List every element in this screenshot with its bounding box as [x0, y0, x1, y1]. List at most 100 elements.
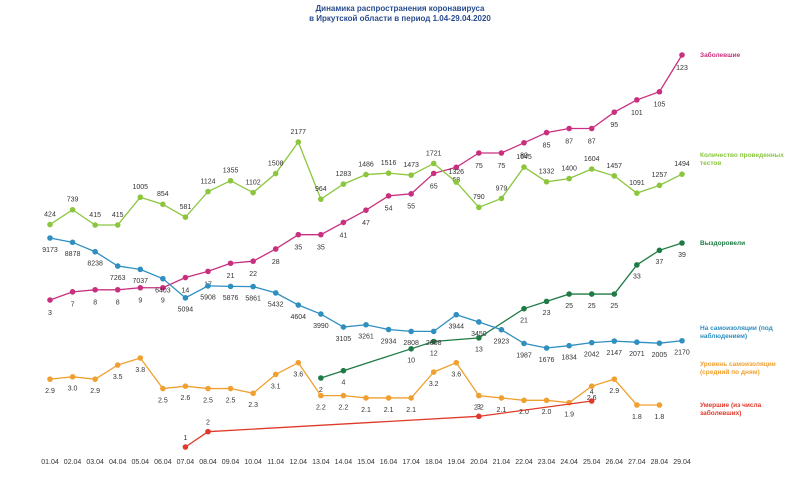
data-label: 2.9 [45, 388, 55, 395]
point [430, 338, 437, 345]
point [521, 305, 527, 312]
point [430, 160, 437, 167]
x-tick-label: 26.04 [606, 459, 624, 466]
x-tick-label: 12.04 [290, 459, 308, 466]
point [137, 284, 144, 291]
point [250, 189, 256, 196]
data-label: 75 [498, 163, 506, 170]
point [656, 340, 663, 346]
point [318, 196, 324, 202]
data-label: 21 [520, 318, 528, 325]
point [182, 383, 189, 390]
point [250, 258, 256, 265]
data-label: 2.2 [316, 404, 326, 411]
data-label: 2.2 [339, 404, 349, 411]
data-label: 1.8 [632, 414, 642, 421]
data-label: 1400 [561, 165, 577, 172]
point [543, 397, 550, 404]
data-label: 25 [588, 303, 596, 310]
point [250, 390, 256, 397]
series-line [49, 357, 660, 406]
point [408, 395, 414, 401]
data-label: 2.5 [158, 397, 168, 404]
data-label: 581 [180, 204, 192, 211]
data-label: 2808 [403, 340, 419, 347]
point [408, 346, 414, 352]
point [611, 173, 618, 179]
data-label: 424 [44, 211, 56, 218]
series-line [185, 400, 592, 448]
point [205, 283, 211, 289]
data-label: 39 [678, 252, 686, 259]
data-label: 1.8 [655, 414, 665, 421]
data-label: 1604 [584, 156, 600, 163]
data-label: 1 [183, 435, 187, 442]
legend-label: Заболевшие [700, 52, 741, 59]
data-label: 3.0 [68, 386, 78, 393]
x-tick-label: 16.04 [380, 459, 398, 466]
x-tick-label: 20.04 [470, 459, 488, 466]
x-tick-label: 18.04 [425, 459, 443, 466]
data-label: 7 [71, 302, 75, 309]
point [363, 207, 369, 213]
point [611, 291, 618, 297]
series-line [320, 242, 683, 379]
point [453, 359, 460, 366]
data-label: 1473 [403, 162, 419, 169]
point [656, 247, 663, 254]
point [205, 188, 211, 195]
data-label: 28 [272, 259, 280, 266]
x-tick-label: 13.04 [312, 459, 330, 466]
series-line [49, 237, 683, 349]
legend-label: На самоизоляции (под наблюдением) [700, 325, 773, 340]
data-label: 3.1 [271, 383, 281, 390]
point [114, 286, 121, 293]
data-label: 1124 [200, 178, 215, 185]
data-label: 1.9 [564, 411, 574, 418]
point [160, 201, 166, 208]
point [340, 219, 347, 226]
point [295, 231, 302, 238]
data-label: 3261 [358, 334, 374, 341]
point [634, 190, 640, 196]
point [182, 444, 189, 450]
data-label: 5432 [268, 302, 284, 309]
point [182, 274, 189, 281]
x-tick-label: 07.04 [177, 459, 195, 466]
point [566, 175, 572, 182]
data-label: 2.2 [474, 404, 484, 411]
data-label: 2808 [426, 340, 442, 347]
data-label: 95 [610, 122, 618, 129]
point [543, 345, 550, 351]
point [430, 369, 437, 375]
data-label: 1005 [132, 184, 148, 191]
point [588, 398, 595, 404]
data-label: 2934 [381, 338, 397, 345]
data-label: 979 [496, 185, 508, 192]
x-tick-label: 03.04 [86, 459, 104, 466]
data-label: 2.6 [181, 395, 191, 402]
data-label: 2 [319, 387, 323, 394]
point [69, 206, 76, 213]
point [114, 222, 121, 228]
point [430, 328, 437, 335]
point [588, 291, 595, 297]
chart-title: Динамика распространения коронавируса [315, 4, 485, 13]
data-label: 739 [67, 197, 79, 204]
point [476, 319, 482, 325]
legend-label: Выздоровели [700, 240, 746, 247]
data-label: 1508 [268, 160, 284, 167]
data-label: 1987 [516, 352, 532, 359]
point [160, 385, 166, 392]
data-label: 964 [315, 186, 327, 193]
point [385, 395, 392, 401]
point [272, 290, 279, 296]
data-label: 6403 [155, 287, 171, 294]
data-label: 3944 [448, 324, 464, 331]
data-label: 5861 [245, 295, 261, 302]
point [476, 392, 482, 399]
data-label: 25 [610, 303, 618, 310]
point [69, 239, 76, 246]
x-tick-label: 17.04 [402, 459, 420, 466]
point [521, 139, 527, 146]
